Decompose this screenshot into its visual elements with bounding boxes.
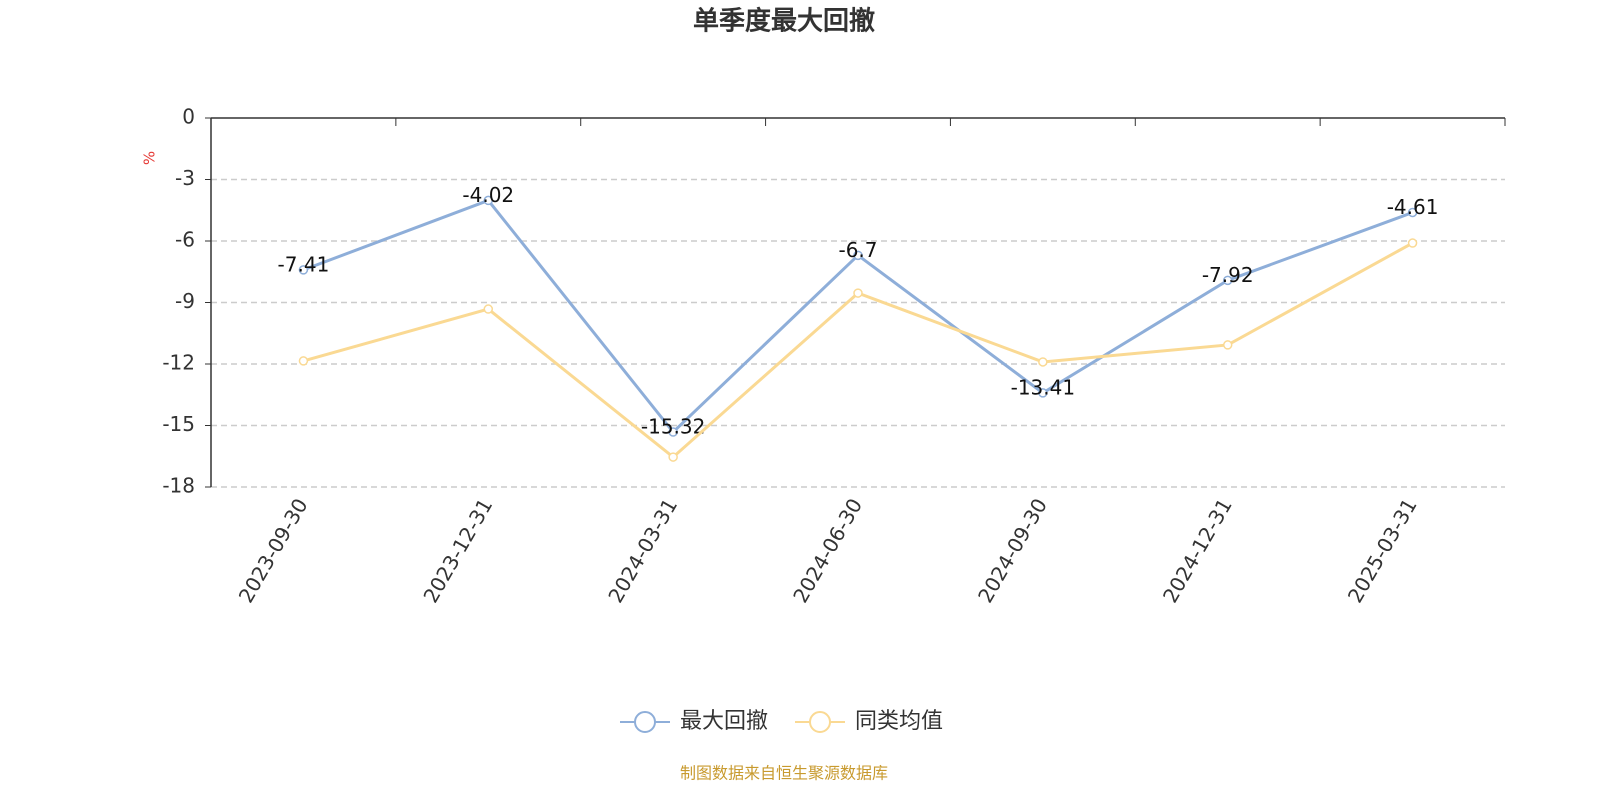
legend-marker (809, 711, 831, 733)
y-tick-label: -12 (162, 351, 195, 375)
value-label: -15.32 (641, 415, 705, 439)
value-label: -7.41 (278, 252, 330, 276)
value-label: -6.7 (838, 238, 877, 262)
point (483, 195, 494, 206)
x-tick-label: 2024-03-31 (603, 494, 682, 607)
legend-label: 同类均值 (855, 709, 943, 734)
point (853, 288, 863, 298)
y-tick-label: 0 (182, 105, 195, 129)
y-tick-label: -18 (162, 474, 195, 498)
point (853, 250, 863, 261)
point (1038, 357, 1048, 367)
y-tick-label: -15 (162, 412, 195, 436)
value-label: -13.41 (1011, 375, 1075, 399)
x-tick-label: 2023-12-31 (418, 494, 497, 607)
x-tick-label: 2024-06-30 (788, 494, 867, 607)
series-line (302, 198, 1414, 435)
source-note: 制图数据来自恒生聚源数据库 (680, 764, 888, 783)
point (1407, 207, 1418, 218)
x-tick-label: 2025-03-31 (1343, 494, 1422, 607)
value-label: -7.92 (1202, 263, 1254, 287)
x-tick-label: 2023-09-30 (234, 494, 313, 607)
point (1038, 388, 1048, 398)
point (1222, 275, 1233, 286)
value-label: -4.61 (1387, 195, 1439, 219)
point (668, 452, 678, 462)
point (483, 304, 494, 314)
point (668, 427, 678, 437)
chart-title: 单季度最大回撤 (693, 6, 875, 37)
point (298, 265, 309, 275)
value-label: -4.02 (462, 183, 514, 207)
point (298, 356, 309, 366)
y-tick-label: -9 (175, 289, 195, 313)
y-tick-label: -6 (175, 228, 195, 252)
y-tick-label: -3 (175, 166, 195, 190)
point (1222, 340, 1233, 350)
legend-label: 最大回撤 (680, 709, 768, 734)
x-tick-label: 2024-09-30 (973, 494, 1052, 607)
legend-marker (634, 711, 656, 733)
x-tick-label: 2024-12-31 (1158, 494, 1237, 607)
point (1407, 238, 1418, 248)
y-unit: % (141, 151, 159, 165)
